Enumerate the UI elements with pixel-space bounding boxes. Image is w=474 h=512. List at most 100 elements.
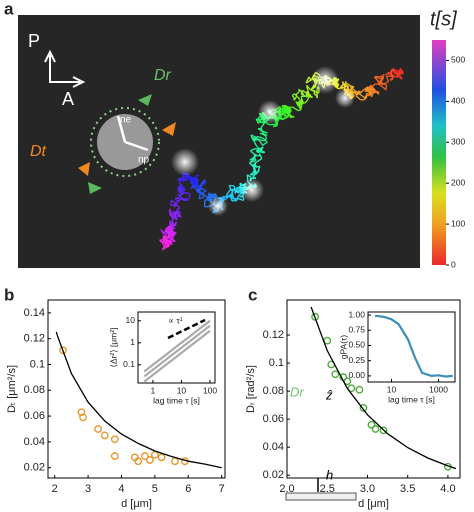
data-point xyxy=(59,346,67,355)
trajectory-step xyxy=(188,193,191,199)
annotation: Dr xyxy=(290,384,304,399)
y-tick-label: 0.06 xyxy=(24,410,45,422)
data-point xyxy=(157,453,166,462)
trajectory-step xyxy=(252,169,260,177)
trajectory-step xyxy=(264,135,268,140)
trajectory-step xyxy=(237,192,242,197)
trajectory-step xyxy=(164,239,172,242)
trajectory-step xyxy=(367,90,372,96)
trajectory-step xyxy=(181,192,186,195)
colorbar-tick-label: 100 xyxy=(451,218,465,228)
particle-blob xyxy=(240,178,264,202)
y-axis-label: Dᵣ [rad²/s] xyxy=(245,365,257,413)
y-axis-label: Dₜ [μm²/s] xyxy=(6,365,18,413)
trajectory-step xyxy=(400,69,404,75)
y-tick-label: 0.50 xyxy=(348,340,365,350)
trajectory-step xyxy=(171,213,176,221)
trajectory-step xyxy=(298,88,301,92)
trajectory-step xyxy=(233,185,236,189)
x-axis-label: d [μm] xyxy=(358,498,389,510)
x-tick-label: 3.0 xyxy=(360,483,375,495)
x-tick-label: 3.5 xyxy=(400,483,415,495)
trajectory-step xyxy=(193,183,199,187)
y-tick-label: 0.12 xyxy=(24,333,45,345)
data-point xyxy=(347,384,356,393)
particle-diagram xyxy=(78,94,176,194)
trajectory-step xyxy=(163,233,167,236)
trajectory-step xyxy=(391,76,394,80)
trajectory-step xyxy=(370,91,375,98)
data-line xyxy=(374,314,453,378)
trajectory-step xyxy=(376,75,381,80)
x-tick-label: 1 xyxy=(151,385,156,395)
trajectory-step xyxy=(310,89,319,94)
trajectory-step xyxy=(225,189,231,197)
trajectory-step xyxy=(208,192,213,199)
trajectory-step xyxy=(292,106,299,112)
trajectory-step xyxy=(257,128,263,133)
trajectory-step xyxy=(354,92,358,96)
trajectory-step xyxy=(251,137,258,147)
annotation: ∝ τ¹ xyxy=(168,315,183,325)
trajectory-step xyxy=(254,148,262,151)
trajectory-step xyxy=(262,143,266,147)
trajectory-step xyxy=(258,153,263,159)
trajectory-step xyxy=(279,117,285,120)
trajectory xyxy=(159,66,404,251)
data-point xyxy=(110,435,119,444)
trajectory-step xyxy=(198,196,205,200)
trajectory-step xyxy=(391,68,395,71)
trajectory-step xyxy=(256,157,263,163)
data-point xyxy=(134,457,143,466)
trajectory-step xyxy=(195,182,201,188)
colorbar-label: t[s] xyxy=(430,8,457,30)
trajectory-step xyxy=(304,100,308,104)
trajectory-step xyxy=(165,229,170,234)
trajectory-step xyxy=(305,85,309,91)
trajectory-step xyxy=(249,155,257,161)
particle-blob xyxy=(258,100,282,124)
trajectory-step xyxy=(204,194,212,202)
trajectory-step xyxy=(190,184,194,190)
trajectory-step xyxy=(359,89,365,95)
y-tick-label: 1 xyxy=(130,337,135,347)
compass-label: A xyxy=(62,89,74,109)
trajectory-step xyxy=(388,71,392,74)
y-tick-label: 0.1 xyxy=(30,358,45,370)
x-tick-label: 6 xyxy=(185,483,191,495)
annotation: h xyxy=(326,467,333,482)
colorbar xyxy=(432,40,446,265)
trajectory-step xyxy=(201,190,207,194)
trajectory-step xyxy=(258,150,262,153)
y-tick-label: 0.1 xyxy=(123,359,135,369)
panel-label: a xyxy=(4,0,14,18)
trajectory-step xyxy=(377,77,384,85)
trajectory-step xyxy=(168,229,173,234)
trajectory-step xyxy=(201,187,207,192)
data-point xyxy=(311,312,320,321)
trajectory-step xyxy=(281,113,288,117)
trajectory-step xyxy=(174,202,181,209)
trajectory-step xyxy=(300,103,303,111)
particle-blob xyxy=(171,148,199,176)
x-tick-label: 2.5 xyxy=(320,483,335,495)
trajectory-step xyxy=(369,87,373,91)
trajectory-step xyxy=(160,239,165,247)
trajectory-step xyxy=(167,237,173,241)
trajectory-step xyxy=(357,92,367,100)
trajectory-step xyxy=(178,177,183,184)
trajectory-step xyxy=(188,176,196,182)
x-tick-label: 7 xyxy=(219,483,225,495)
y-tick-label: 0.08 xyxy=(24,384,45,396)
trajectory-step xyxy=(250,148,255,152)
y-tick-label: 1.00 xyxy=(348,309,365,319)
y-axis-label: ⟨Δr²⟩ [μm²] xyxy=(108,328,118,368)
trajectory-step xyxy=(385,84,388,90)
trajectory-step xyxy=(355,95,361,101)
data-point xyxy=(77,408,86,417)
trajectory-step xyxy=(246,174,253,179)
trajectory-step xyxy=(165,225,171,230)
trajectory-step xyxy=(285,108,290,116)
trajectory-step xyxy=(295,101,300,106)
